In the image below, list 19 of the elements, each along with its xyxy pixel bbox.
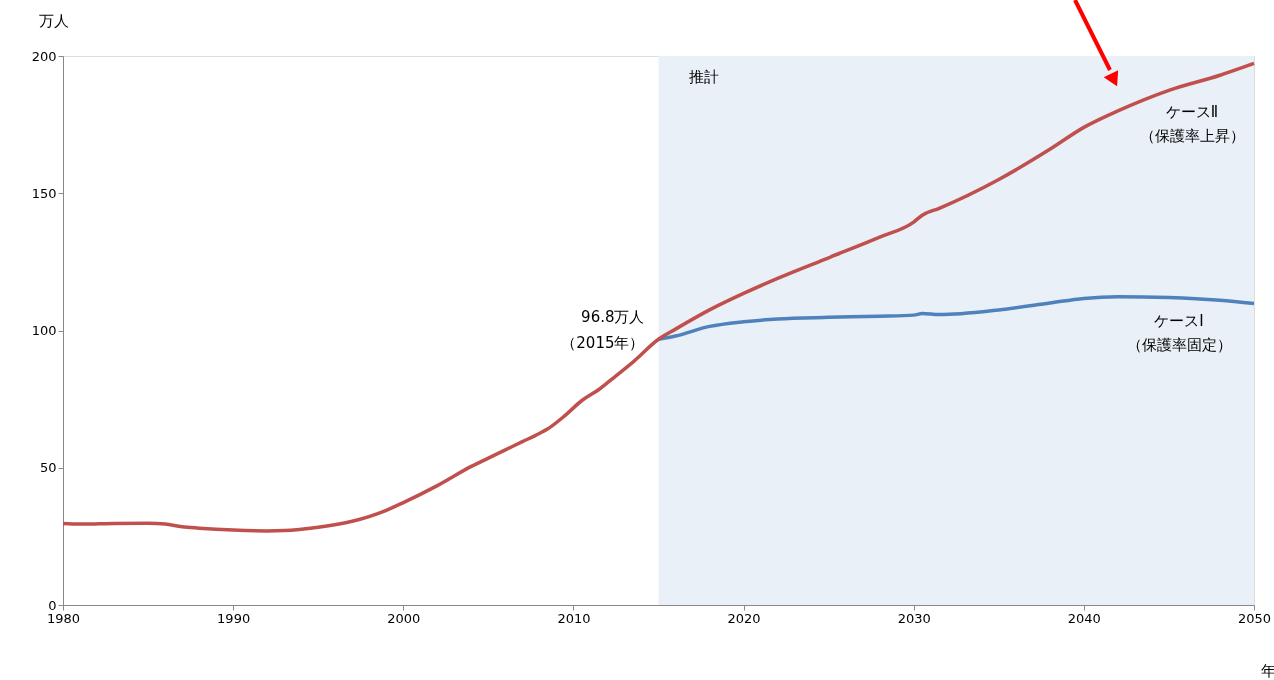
x-tick-label: 2010 <box>557 610 591 626</box>
x-tick-label: 2030 <box>897 610 931 626</box>
series-label: ケースⅡ（保護率上昇） <box>1139 103 1245 146</box>
y-tick-label: 150 <box>31 185 57 201</box>
line-series <box>61 61 1256 533</box>
x-tick-label: 1980 <box>46 610 81 626</box>
y-tick-label: 100 <box>31 323 57 338</box>
x-tick-label: 2040 <box>1067 610 1101 626</box>
y-tick-label: 200 <box>31 48 57 64</box>
x-tick-label: 2000 <box>387 610 421 626</box>
series-label: ケースⅠ（保護率固定） <box>1126 311 1232 354</box>
band-label: 推計 <box>688 68 719 86</box>
x-tick-label: 2050 <box>1237 610 1272 626</box>
y-axis-title: 万人 <box>38 11 69 30</box>
annotation: 96.8万人（2015年） <box>561 308 645 353</box>
x-tick-label: 2020 <box>727 610 761 626</box>
y-tick-label: 0 <box>48 597 57 613</box>
y-tick-label: 50 <box>39 460 57 476</box>
x-tick-label: 1990 <box>217 610 251 626</box>
